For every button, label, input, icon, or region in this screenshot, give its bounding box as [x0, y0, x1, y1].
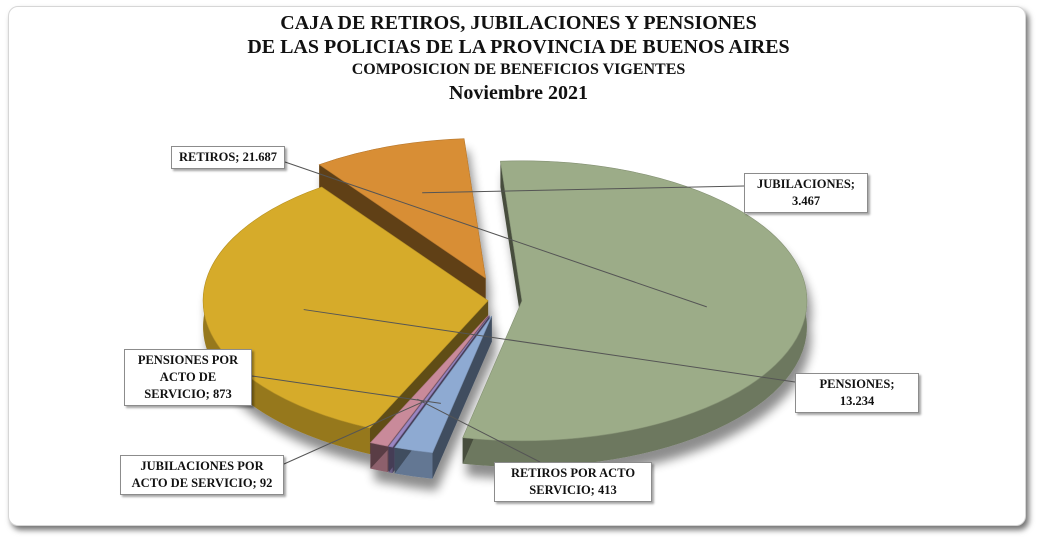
label-retiros-acto-servicio: RETIROS POR ACTO SERVICIO; 413	[494, 462, 652, 502]
leader-line-jubilaciones-por-acto-de-servicio	[283, 400, 426, 465]
slice-wall-retiros-0	[500, 161, 522, 327]
leader-line-retiros	[284, 161, 707, 308]
label-pensiones: PENSIONES; 13.234	[795, 373, 919, 413]
leader-line-retiros-por-acto-servicio	[417, 398, 541, 463]
slice-pensiones-por-acto-de-servicio	[394, 315, 493, 479]
slice-top-pensiones-por-acto-de-servicio	[394, 315, 493, 454]
chart-date: Noviembre 2021	[448, 82, 589, 104]
leader-line-jubilaciones	[422, 185, 745, 194]
label-retiros: RETIROS; 21.687	[171, 146, 285, 169]
leader-line-pensiones-por-acto-de-servicio	[251, 375, 441, 404]
slice-top-jubilaciones-por-acto-de-servicio	[388, 315, 490, 448]
chart-subtitle: COMPOSICION DE BENEFICIOS VIGENTES	[351, 61, 686, 78]
slice-top-pensiones	[202, 186, 489, 429]
chart-title-line-1: CAJA DE RETIROS, JUBILACIONES Y PENSIONE…	[280, 12, 757, 34]
label-jubilaciones-acto-servicio: JUBILACIONES POR ACTO DE SERVICIO; 92	[120, 455, 284, 495]
slice-top-retiros-por-acto-servicio	[369, 315, 489, 447]
slice-wall-jubilaciones-0	[319, 164, 486, 305]
label-jubilaciones: JUBILACIONES; 3.467	[744, 173, 868, 213]
chart-title-line-2: DE LAS POLICIAS DE LA PROVINCIA DE BUENO…	[247, 36, 790, 58]
leader-line-pensiones	[303, 309, 796, 383]
slice-jubilaciones	[318, 138, 487, 305]
slice-top-jubilaciones	[318, 138, 487, 279]
label-pensiones-acto-servicio: PENSIONES POR ACTO DE SERVICIO; 873	[124, 349, 252, 406]
